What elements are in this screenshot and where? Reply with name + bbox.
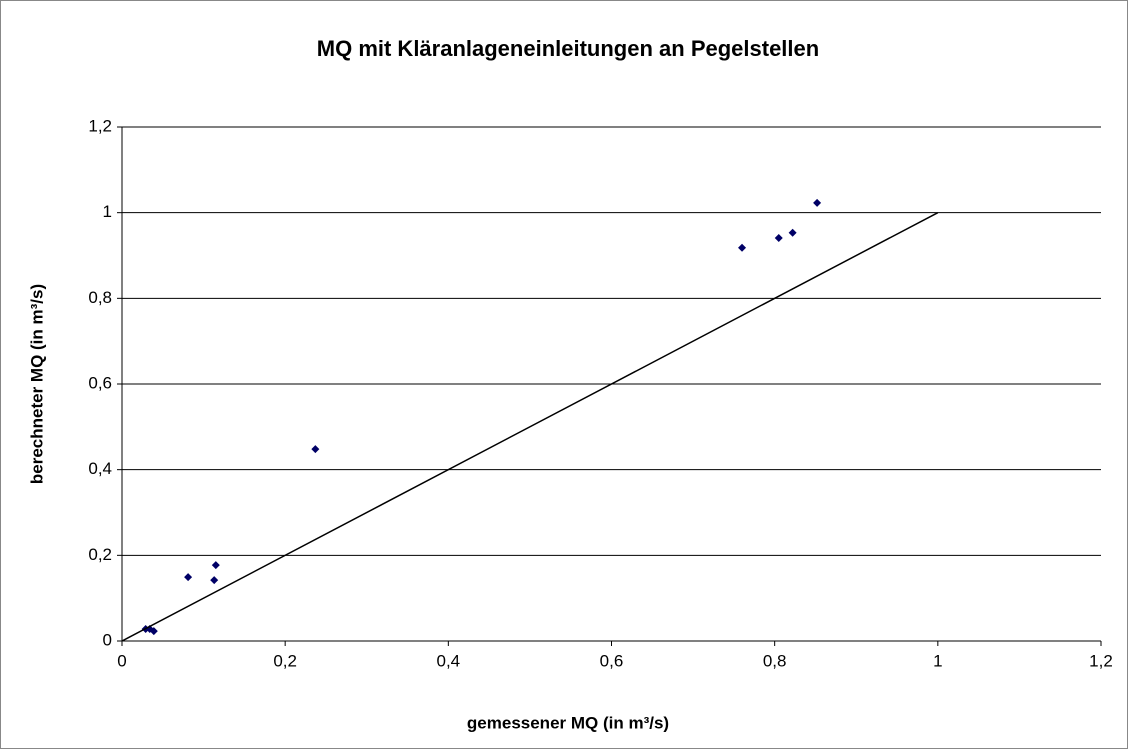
y-tick-label: 0,4 bbox=[88, 459, 112, 478]
data-point bbox=[774, 233, 783, 242]
y-tick-label: 0 bbox=[103, 630, 112, 649]
data-point bbox=[813, 198, 822, 207]
x-tick-label: 0,6 bbox=[600, 651, 624, 670]
data-point bbox=[311, 445, 320, 454]
data-point bbox=[738, 243, 747, 252]
y-tick-label: 0,8 bbox=[88, 288, 112, 307]
x-tick-label: 1 bbox=[933, 651, 942, 670]
x-tick-label: 0,4 bbox=[437, 651, 461, 670]
data-point bbox=[211, 561, 220, 570]
data-point bbox=[184, 573, 193, 582]
reference-line bbox=[121, 212, 939, 642]
x-tick-label: 0,8 bbox=[763, 651, 787, 670]
y-axis-title: berechneter MQ (in m³/s) bbox=[27, 284, 46, 484]
data-point bbox=[788, 228, 797, 237]
y-tick-label: 0,6 bbox=[88, 373, 112, 392]
data-point bbox=[210, 576, 219, 585]
x-axis-title: gemessener MQ (in m³/s) bbox=[467, 713, 669, 732]
y-tick-label: 1 bbox=[103, 202, 112, 221]
x-tick-label: 0 bbox=[117, 651, 126, 670]
chart-title: MQ mit Kläranlageneinleitungen an Pegels… bbox=[317, 36, 819, 61]
data-point bbox=[149, 627, 158, 636]
x-tick-label: 1,2 bbox=[1089, 651, 1113, 670]
x-tick-label: 0,2 bbox=[273, 651, 297, 670]
y-tick-label: 0,2 bbox=[88, 545, 112, 564]
y-tick-label: 1,2 bbox=[88, 116, 112, 135]
